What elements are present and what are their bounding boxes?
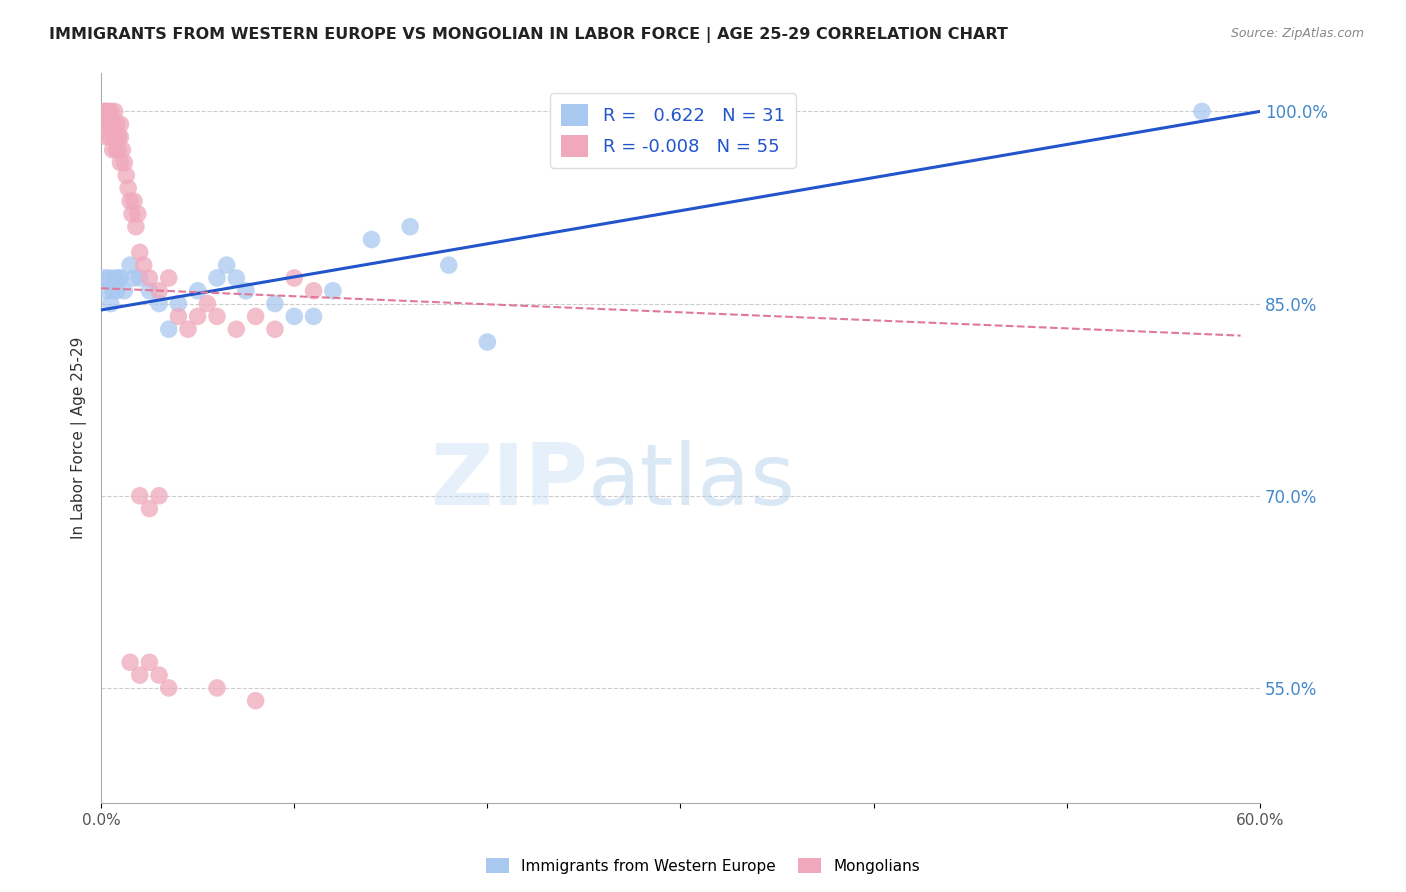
Point	[245, 310, 267, 324]
Point	[94, 271, 117, 285]
Point	[121, 207, 143, 221]
Legend: R =   0.622   N = 31, R = -0.008   N = 55: R = 0.622 N = 31, R = -0.008 N = 55	[551, 93, 796, 168]
Point	[117, 181, 139, 195]
Point	[112, 284, 135, 298]
Text: ZIP: ZIP	[430, 441, 588, 524]
Point	[122, 194, 145, 208]
Point	[225, 271, 247, 285]
Legend: Immigrants from Western Europe, Mongolians: Immigrants from Western Europe, Mongolia…	[479, 852, 927, 880]
Point	[96, 117, 118, 131]
Point	[127, 207, 149, 221]
Point	[1191, 104, 1213, 119]
Point	[264, 296, 287, 310]
Point	[157, 271, 180, 285]
Point	[148, 668, 170, 682]
Point	[104, 271, 127, 285]
Point	[105, 117, 128, 131]
Point	[115, 169, 138, 183]
Point	[138, 271, 160, 285]
Point	[112, 155, 135, 169]
Point	[205, 310, 228, 324]
Point	[104, 130, 127, 145]
Point	[100, 130, 122, 145]
Point	[195, 296, 218, 310]
Point	[128, 668, 150, 682]
Point	[148, 284, 170, 298]
Point	[283, 271, 305, 285]
Point	[322, 284, 344, 298]
Point	[107, 271, 129, 285]
Point	[128, 271, 150, 285]
Point	[94, 117, 117, 131]
Point	[94, 104, 117, 119]
Point	[245, 694, 267, 708]
Point	[94, 104, 117, 119]
Point	[110, 130, 132, 145]
Point	[120, 194, 142, 208]
Point	[138, 284, 160, 298]
Text: atlas: atlas	[588, 441, 796, 524]
Point	[264, 322, 287, 336]
Point	[148, 489, 170, 503]
Point	[360, 233, 382, 247]
Text: IMMIGRANTS FROM WESTERN EUROPE VS MONGOLIAN IN LABOR FORCE | AGE 25-29 CORRELATI: IMMIGRANTS FROM WESTERN EUROPE VS MONGOL…	[49, 27, 1008, 43]
Point	[399, 219, 422, 234]
Point	[225, 322, 247, 336]
Text: Source: ZipAtlas.com: Source: ZipAtlas.com	[1230, 27, 1364, 40]
Point	[122, 271, 145, 285]
Point	[167, 310, 190, 324]
Point	[283, 310, 305, 324]
Point	[110, 271, 132, 285]
Point	[105, 143, 128, 157]
Point	[177, 322, 200, 336]
Point	[96, 284, 118, 298]
Point	[205, 271, 228, 285]
Point	[187, 284, 209, 298]
Point	[100, 296, 122, 310]
Y-axis label: In Labor Force | Age 25-29: In Labor Force | Age 25-29	[72, 337, 87, 540]
Point	[120, 258, 142, 272]
Point	[302, 310, 325, 324]
Point	[107, 143, 129, 157]
Point	[187, 310, 209, 324]
Point	[96, 130, 118, 145]
Point	[96, 104, 118, 119]
Point	[138, 655, 160, 669]
Point	[101, 143, 124, 157]
Point	[148, 296, 170, 310]
Point	[235, 284, 257, 298]
Point	[437, 258, 460, 272]
Point	[107, 130, 129, 145]
Point	[128, 245, 150, 260]
Point	[157, 681, 180, 695]
Point	[104, 104, 127, 119]
Point	[101, 284, 124, 298]
Point	[138, 501, 160, 516]
Point	[215, 258, 238, 272]
Point	[302, 284, 325, 298]
Point	[100, 104, 122, 119]
Point	[97, 104, 120, 119]
Point	[205, 681, 228, 695]
Point	[157, 322, 180, 336]
Point	[477, 334, 499, 349]
Point	[97, 117, 120, 131]
Point	[132, 258, 155, 272]
Point	[128, 489, 150, 503]
Point	[125, 219, 148, 234]
Point	[105, 284, 128, 298]
Point	[120, 655, 142, 669]
Point	[110, 117, 132, 131]
Point	[167, 296, 190, 310]
Point	[101, 117, 124, 131]
Point	[111, 143, 134, 157]
Point	[110, 155, 132, 169]
Point	[97, 271, 120, 285]
